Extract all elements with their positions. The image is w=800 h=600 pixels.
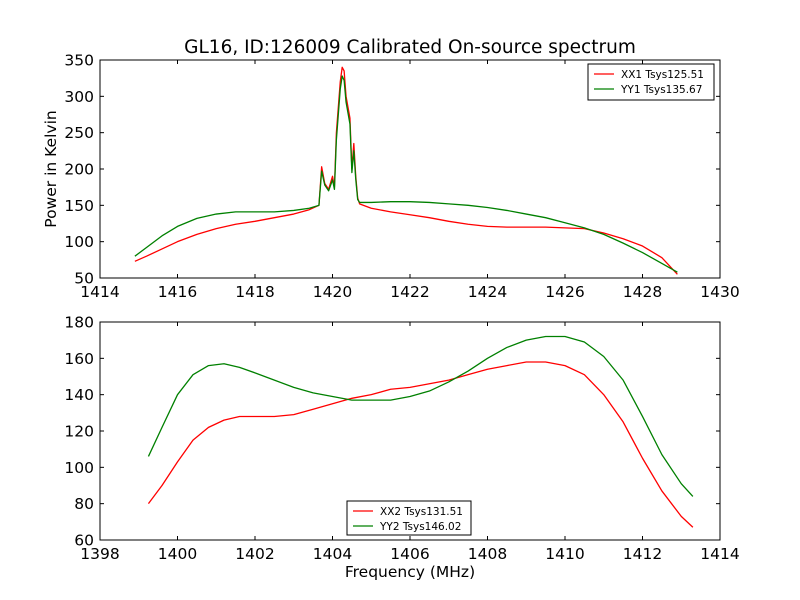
y-tick-label: 350 <box>64 52 94 70</box>
x-tick-label: 1430 <box>700 283 739 301</box>
legend-box <box>587 63 715 101</box>
x-tick-label: 1398 <box>80 545 119 563</box>
y-tick-label: 60 <box>74 532 94 550</box>
series-line-yy1 <box>134 75 678 273</box>
y-tick-label: 80 <box>74 495 94 513</box>
y-tick-label: 120 <box>64 423 94 441</box>
top-panel: 1414 1416 1418 1420 1422 1424 1426 1428 1430 50 10… <box>42 52 740 302</box>
y-tick-label: 100 <box>64 233 94 251</box>
legend-entry: XX1 Tsys125.51 <box>621 69 704 81</box>
x-tick-label: 1420 <box>313 283 352 301</box>
x-tick-label: 1414 <box>80 283 119 301</box>
x-axis-label: Frequency (MHz) <box>345 563 475 581</box>
x-tick-label: 1418 <box>235 283 274 301</box>
x-tick-label: 1402 <box>235 545 274 563</box>
legend-entry: YY2 Tsys146.02 <box>379 521 461 533</box>
bottom-panel: 1398 1400 1402 1404 1406 1408 1410 1412 1414 60 80… <box>64 314 739 582</box>
x-tick-label: 1404 <box>313 545 352 563</box>
x-tick-label: 1410 <box>545 545 584 563</box>
x-tick-label: 1400 <box>158 545 197 563</box>
legend: XX1 Tsys125.51 YY1 Tsys135.67 <box>587 63 715 101</box>
figure-title: GL16, ID:126009 Calibrated On-source spe… <box>184 37 636 58</box>
y-tick-label: 50 <box>74 270 94 288</box>
x-tick-label: 1412 <box>623 545 662 563</box>
series-line-xx2 <box>147 361 694 528</box>
y-axis-label: Power in Kelvin <box>42 110 60 227</box>
x-tick-label: 1426 <box>545 283 584 301</box>
y-tick-label: 140 <box>64 386 94 404</box>
y-tick-label: 200 <box>64 161 94 179</box>
series-line-yy2 <box>147 335 694 497</box>
y-tick-label: 300 <box>64 88 94 106</box>
x-tick-label: 1416 <box>158 283 197 301</box>
y-tick-label: 180 <box>64 314 94 332</box>
x-tick-label: 1422 <box>390 283 429 301</box>
x-tick-label: 1428 <box>623 283 662 301</box>
legend: XX2 Tsys131.51 YY2 Tsys146.02 <box>346 500 472 536</box>
legend-entry: YY1 Tsys135.67 <box>620 84 702 96</box>
x-tick-label: 1424 <box>468 283 507 301</box>
y-tick-label: 250 <box>64 124 94 142</box>
y-tick-label: 150 <box>64 197 94 215</box>
legend-entry: XX2 Tsys131.51 <box>380 506 463 518</box>
x-tick-label: 1406 <box>390 545 429 563</box>
x-tick-label: 1408 <box>468 545 507 563</box>
y-tick-label: 100 <box>64 459 94 477</box>
legend-box <box>346 500 472 536</box>
x-tick-label: 1414 <box>700 545 739 563</box>
y-tick-label: 160 <box>64 350 94 368</box>
